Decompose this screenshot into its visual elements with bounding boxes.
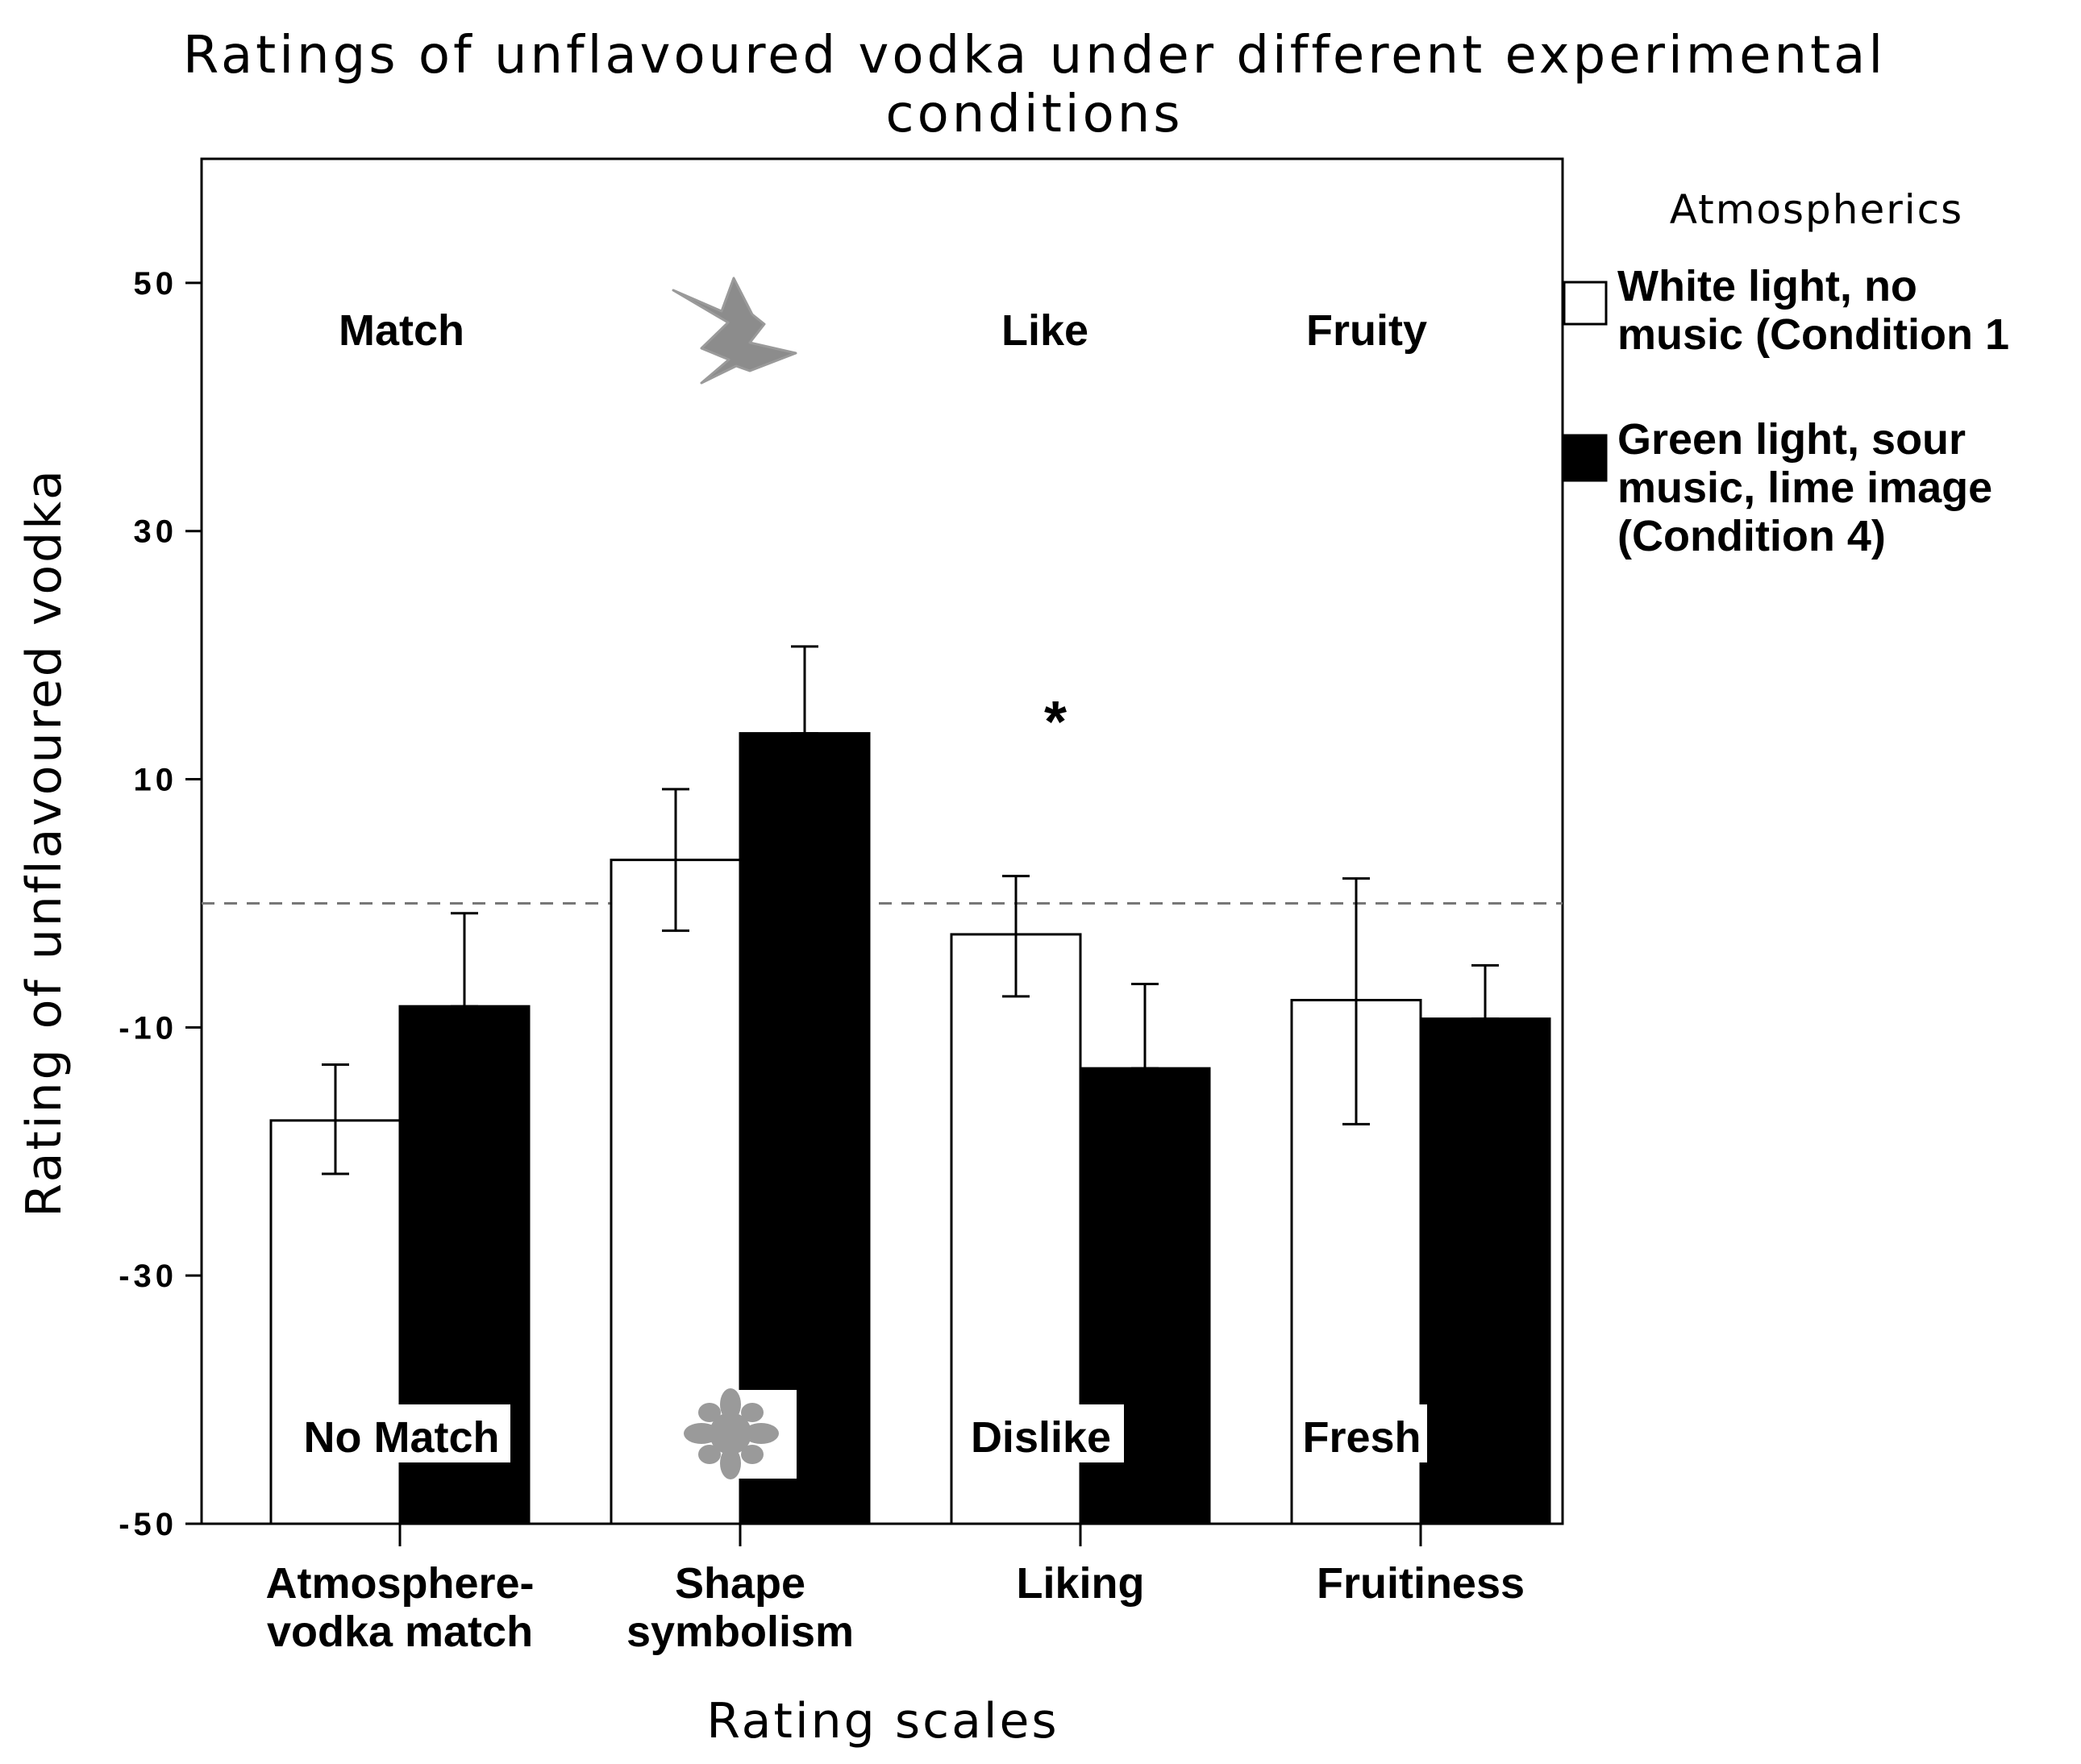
chart-title-line-2: conditions xyxy=(885,85,1183,144)
bar xyxy=(1079,1067,1211,1525)
legend-label-condition-1-line-1: White light, no xyxy=(1617,262,1917,310)
angular-star-shape-icon xyxy=(672,277,797,385)
x-tick-label: Shape xyxy=(675,1559,805,1608)
bar xyxy=(269,1119,402,1525)
x-tick-label: symbolism xyxy=(626,1608,854,1656)
x-axis-title: Rating scales xyxy=(706,1693,1059,1749)
bar xyxy=(1419,1017,1551,1525)
bars xyxy=(269,645,1551,1525)
y-axis-title: Rating of unflavoured vodka xyxy=(16,468,73,1217)
significance-mark: * xyxy=(1044,690,1067,755)
legend-label-condition-4-line-1: Green light, sour xyxy=(1617,415,1966,464)
y-tick-label: 30 xyxy=(134,514,178,550)
anchor-label-bg-bottom-2 xyxy=(958,1404,1124,1462)
anchor-label-bg-bottom-0 xyxy=(286,1404,510,1462)
chart-title-line-1: Ratings of unflavoured vodka under diffe… xyxy=(183,26,1886,85)
rounded-splat-shape-icon xyxy=(684,1388,779,1479)
y-tick-label: -50 xyxy=(119,1507,177,1542)
anchor-label-top-2: Like xyxy=(1001,306,1088,355)
y-axis-ticks: 50 30 10 -10 -30 -50 xyxy=(119,266,202,1542)
anchor-label-bottom-0: No Match xyxy=(304,1413,500,1462)
anchor-label-bottom-3: Fresh xyxy=(1302,1413,1421,1462)
anchor-label-top-0: Match xyxy=(339,306,464,355)
legend-label-condition-4-line-2: music, lime image xyxy=(1617,464,1992,512)
x-tick-label: Liking xyxy=(1017,1559,1145,1608)
x-tick-label: vodka match xyxy=(267,1608,533,1656)
anchor-label-top-3: Fruity xyxy=(1306,306,1427,355)
bar xyxy=(739,732,871,1525)
legend-swatch-condition-1 xyxy=(1563,281,1608,326)
legend-label-condition-4-line-3: (Condition 4) xyxy=(1617,512,1886,560)
legend-swatch-condition-4 xyxy=(1563,434,1608,482)
anchor-label-bg-bottom-3 xyxy=(1296,1404,1427,1462)
y-tick-label: 10 xyxy=(134,763,178,798)
x-tick-label: Atmosphere- xyxy=(265,1559,534,1608)
x-tick-label: Fruitiness xyxy=(1317,1559,1525,1608)
y-tick-label: -10 xyxy=(119,1010,177,1046)
y-tick-label: 50 xyxy=(134,266,178,302)
legend-label-condition-1-line-2: music (Condition 1 xyxy=(1617,310,2009,359)
y-tick-label: -30 xyxy=(119,1259,177,1294)
legend-title: Atmospherics xyxy=(1670,186,1963,233)
anchor-label-bottom-2: Dislike xyxy=(971,1413,1111,1462)
